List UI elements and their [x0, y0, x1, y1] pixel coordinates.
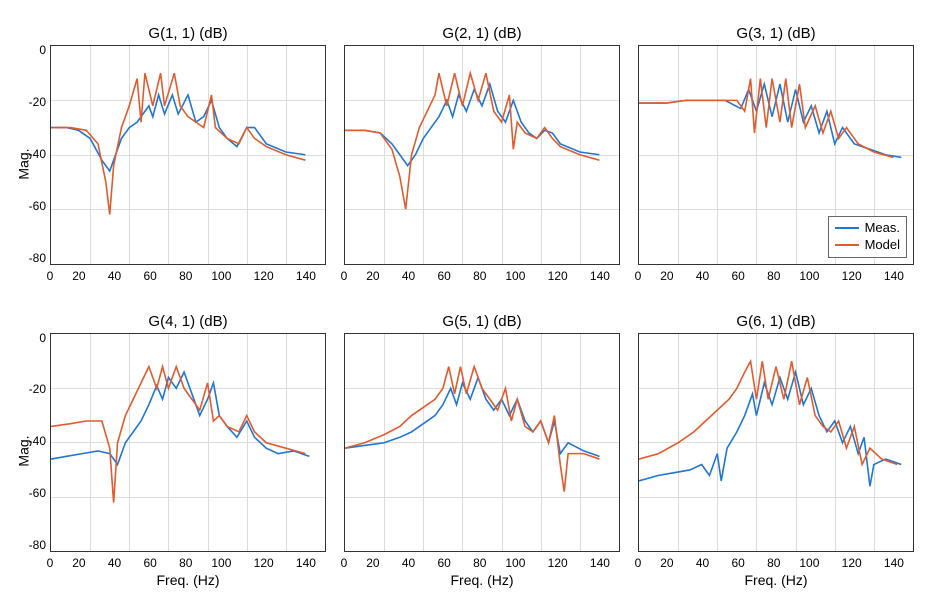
panel-title: G(5, 1) (dB) [344, 313, 620, 331]
legend: Meas. Model [828, 216, 907, 258]
plot-area [50, 45, 326, 265]
panel-title: G(4, 1) (dB) [50, 313, 326, 331]
plot-area [50, 333, 326, 553]
y-axis-label: Mag. [16, 436, 32, 467]
x-axis-label: Freq. (Hz) [50, 572, 326, 590]
panel-title: G(2, 1) (dB) [344, 25, 620, 43]
x-tick-labels: 020406080100120140 [50, 269, 326, 283]
panel-title: G(6, 1) (dB) [638, 313, 914, 331]
curves-svg [51, 46, 325, 264]
plot-area [344, 333, 620, 553]
panel-g11: G(1, 1) (dB) 0-20-40-60-80 Mag. 02040608… [50, 25, 326, 303]
plot-area: Meas. Model [638, 45, 914, 265]
panel-title: G(3, 1) (dB) [638, 25, 914, 43]
panel-g31: G(3, 1) (dB) Meas. Model 020406080100120… [638, 25, 914, 303]
x-axis-label [50, 285, 326, 303]
legend-item-model: Model [835, 237, 900, 254]
panel-g41: G(4, 1) (dB) 0-20-40-60-80 Mag. Freq. (H… [50, 313, 326, 591]
legend-label: Meas. [865, 220, 900, 237]
plot-area [344, 45, 620, 265]
plot-area [638, 333, 914, 553]
legend-swatch [835, 227, 859, 229]
legend-label: Model [865, 237, 900, 254]
panel-grid: G(1, 1) (dB) 0-20-40-60-80 Mag. 02040608… [0, 0, 934, 615]
x-axis-label: Freq. (Hz) [638, 572, 914, 590]
panel-g21: G(2, 1) (dB) 020406080100120140 [344, 25, 620, 303]
panel-g61: G(6, 1) (dB) Freq. (Hz) 0204060801001201… [638, 313, 914, 591]
panel-title: G(1, 1) (dB) [50, 25, 326, 43]
legend-swatch [835, 244, 859, 246]
legend-item-meas: Meas. [835, 220, 900, 237]
x-axis-label: Freq. (Hz) [344, 572, 620, 590]
panel-g51: G(5, 1) (dB) Freq. (Hz) 0204060801001201… [344, 313, 620, 591]
y-axis-label: Mag. [16, 148, 32, 179]
